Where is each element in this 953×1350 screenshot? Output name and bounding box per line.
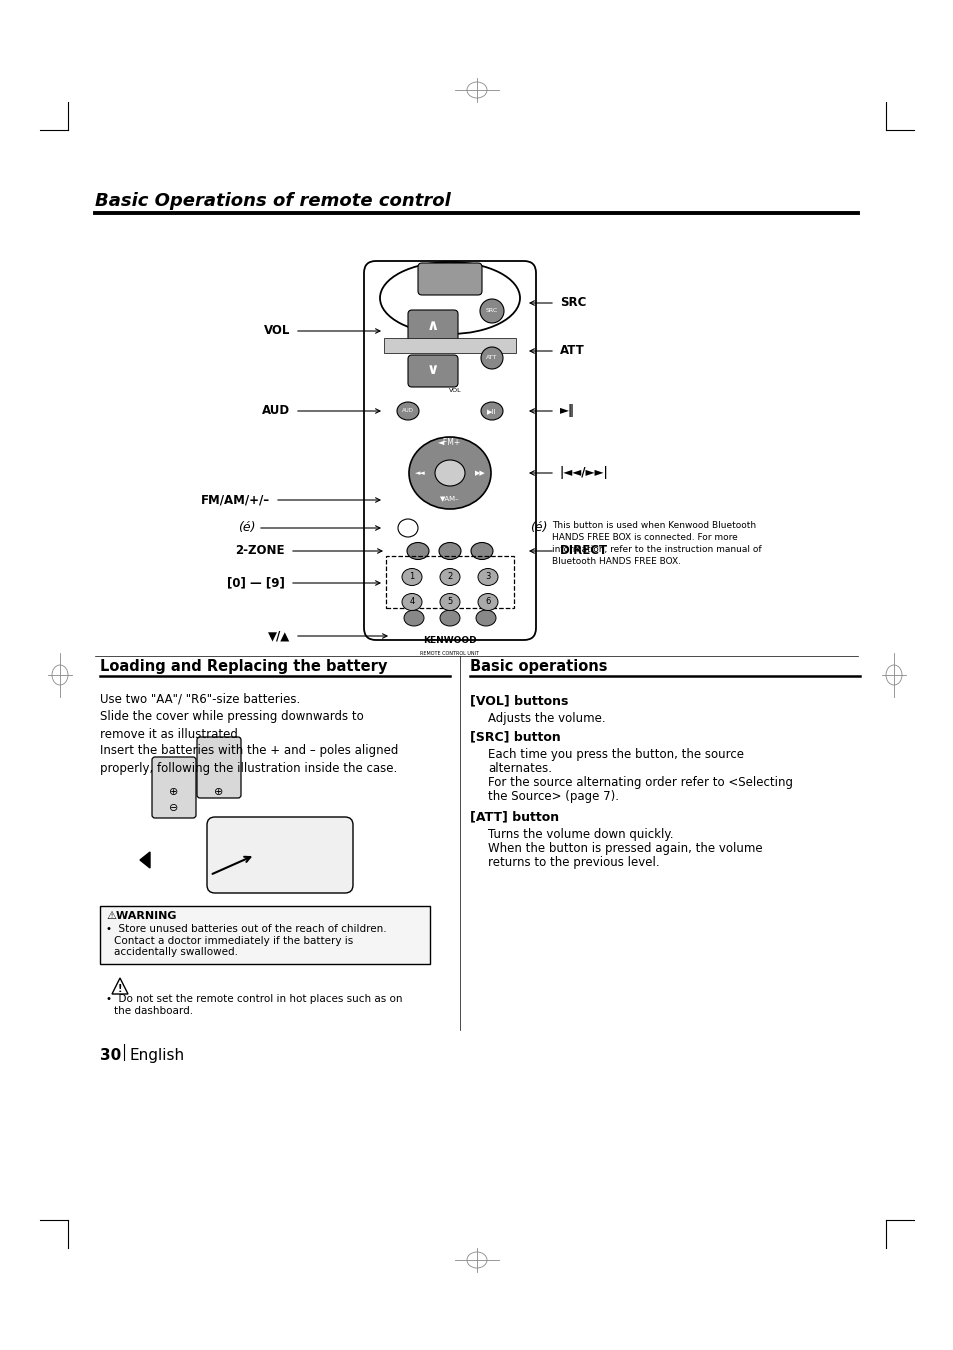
Ellipse shape bbox=[439, 568, 459, 586]
Ellipse shape bbox=[476, 610, 496, 626]
Text: VOL: VOL bbox=[263, 324, 290, 338]
Ellipse shape bbox=[480, 402, 502, 420]
Ellipse shape bbox=[439, 594, 459, 610]
Ellipse shape bbox=[477, 594, 497, 610]
Text: 30: 30 bbox=[100, 1048, 121, 1062]
Text: Use two "AA"/ "R6"-size batteries.: Use two "AA"/ "R6"-size batteries. bbox=[100, 693, 300, 706]
Polygon shape bbox=[140, 852, 150, 868]
FancyBboxPatch shape bbox=[100, 906, 430, 964]
Text: KENWOOD: KENWOOD bbox=[423, 636, 476, 645]
Ellipse shape bbox=[435, 460, 464, 486]
FancyBboxPatch shape bbox=[408, 355, 457, 387]
Bar bbox=[386, 556, 514, 608]
Text: ◄FM+: ◄FM+ bbox=[438, 439, 461, 447]
Text: English: English bbox=[130, 1048, 185, 1062]
Ellipse shape bbox=[438, 543, 460, 559]
Text: AUD: AUD bbox=[401, 409, 414, 413]
Text: DIRECT: DIRECT bbox=[559, 544, 607, 558]
Text: REMOTE CONTROL UNIT: REMOTE CONTROL UNIT bbox=[420, 652, 479, 656]
Polygon shape bbox=[112, 977, 128, 994]
FancyBboxPatch shape bbox=[196, 737, 241, 798]
Text: ▶▶: ▶▶ bbox=[475, 470, 485, 477]
Text: the dashboard.: the dashboard. bbox=[113, 1006, 193, 1017]
Ellipse shape bbox=[409, 437, 491, 509]
Text: 3: 3 bbox=[485, 572, 490, 582]
FancyBboxPatch shape bbox=[417, 263, 481, 296]
Text: Basic Operations of remote control: Basic Operations of remote control bbox=[95, 192, 450, 211]
Text: [VOL] buttons: [VOL] buttons bbox=[470, 694, 568, 707]
Ellipse shape bbox=[396, 402, 418, 420]
Text: ∨: ∨ bbox=[426, 363, 438, 378]
Text: Each time you press the button, the source: Each time you press the button, the sour… bbox=[488, 748, 743, 761]
Text: ⊕: ⊕ bbox=[214, 787, 223, 796]
Ellipse shape bbox=[407, 543, 429, 559]
Text: VOL: VOL bbox=[448, 389, 461, 393]
Text: •  Do not set the remote control in hot places such as on: • Do not set the remote control in hot p… bbox=[106, 994, 402, 1004]
Ellipse shape bbox=[477, 568, 497, 586]
Text: ∧: ∧ bbox=[426, 317, 438, 332]
Text: 2-ZONE: 2-ZONE bbox=[235, 544, 285, 558]
Text: AUD: AUD bbox=[262, 405, 290, 417]
Text: ATT: ATT bbox=[559, 344, 584, 358]
Text: ▶II: ▶II bbox=[487, 408, 497, 414]
Text: ⊕: ⊕ bbox=[169, 787, 178, 796]
Text: alternates.: alternates. bbox=[488, 761, 552, 775]
Text: Turns the volume down quickly.: Turns the volume down quickly. bbox=[488, 828, 673, 841]
Text: Insert the batteries with the + and – poles aligned
properly, following the illu: Insert the batteries with the + and – po… bbox=[100, 744, 398, 775]
Ellipse shape bbox=[403, 610, 423, 626]
Ellipse shape bbox=[471, 543, 493, 559]
Text: ⚠WARNING: ⚠WARNING bbox=[106, 911, 176, 921]
Text: ▼AM–: ▼AM– bbox=[439, 495, 459, 501]
Text: ▼/▲: ▼/▲ bbox=[268, 629, 290, 643]
Ellipse shape bbox=[480, 347, 502, 369]
Text: 4: 4 bbox=[409, 598, 415, 606]
FancyBboxPatch shape bbox=[364, 261, 536, 640]
Text: (é): (é) bbox=[530, 521, 547, 535]
Text: Basic operations: Basic operations bbox=[470, 659, 607, 674]
Ellipse shape bbox=[401, 594, 421, 610]
Text: |◄◄/►►|: |◄◄/►►| bbox=[559, 467, 608, 479]
Text: Adjusts the volume.: Adjusts the volume. bbox=[488, 711, 605, 725]
Text: SRC: SRC bbox=[559, 297, 586, 309]
FancyBboxPatch shape bbox=[207, 817, 353, 892]
Text: For the source alternating order refer to <Selecting: For the source alternating order refer t… bbox=[488, 776, 792, 788]
Text: 6: 6 bbox=[485, 598, 490, 606]
Text: [ATT] button: [ATT] button bbox=[470, 810, 558, 824]
Ellipse shape bbox=[397, 518, 417, 537]
Text: returns to the previous level.: returns to the previous level. bbox=[488, 856, 659, 869]
Text: FM/AM/+/–: FM/AM/+/– bbox=[201, 494, 270, 506]
Text: Slide the cover while pressing downwards to
remove it as illustrated.: Slide the cover while pressing downwards… bbox=[100, 710, 363, 741]
Text: 2: 2 bbox=[447, 572, 452, 582]
Text: This button is used when Kenwood Bluetooth
HANDS FREE BOX is connected. For more: This button is used when Kenwood Bluetoo… bbox=[552, 521, 760, 567]
Text: 5: 5 bbox=[447, 598, 452, 606]
Ellipse shape bbox=[401, 568, 421, 586]
Text: When the button is pressed again, the volume: When the button is pressed again, the vo… bbox=[488, 842, 761, 855]
Text: Loading and Replacing the battery: Loading and Replacing the battery bbox=[100, 659, 387, 674]
Text: [SRC] button: [SRC] button bbox=[470, 730, 560, 742]
Text: (é): (é) bbox=[238, 521, 255, 535]
Bar bbox=[384, 338, 516, 352]
Text: !: ! bbox=[117, 984, 122, 994]
Text: the Source> (page 7).: the Source> (page 7). bbox=[488, 790, 618, 803]
Ellipse shape bbox=[439, 610, 459, 626]
Ellipse shape bbox=[479, 298, 503, 323]
Text: [0] — [9]: [0] — [9] bbox=[227, 576, 285, 590]
Text: •  Store unused batteries out of the reach of children.: • Store unused batteries out of the reac… bbox=[106, 923, 386, 934]
Ellipse shape bbox=[379, 262, 519, 333]
Text: 1: 1 bbox=[409, 572, 415, 582]
Text: ►‖: ►‖ bbox=[559, 405, 575, 417]
Text: ◄◄: ◄◄ bbox=[415, 470, 425, 477]
FancyBboxPatch shape bbox=[408, 310, 457, 342]
Text: ⊖: ⊖ bbox=[169, 803, 178, 813]
FancyBboxPatch shape bbox=[152, 757, 195, 818]
Text: ATT: ATT bbox=[486, 355, 497, 360]
Text: accidentally swallowed.: accidentally swallowed. bbox=[113, 946, 237, 957]
Text: Contact a doctor immediately if the battery is: Contact a doctor immediately if the batt… bbox=[113, 936, 353, 946]
Text: SRC: SRC bbox=[485, 309, 497, 313]
